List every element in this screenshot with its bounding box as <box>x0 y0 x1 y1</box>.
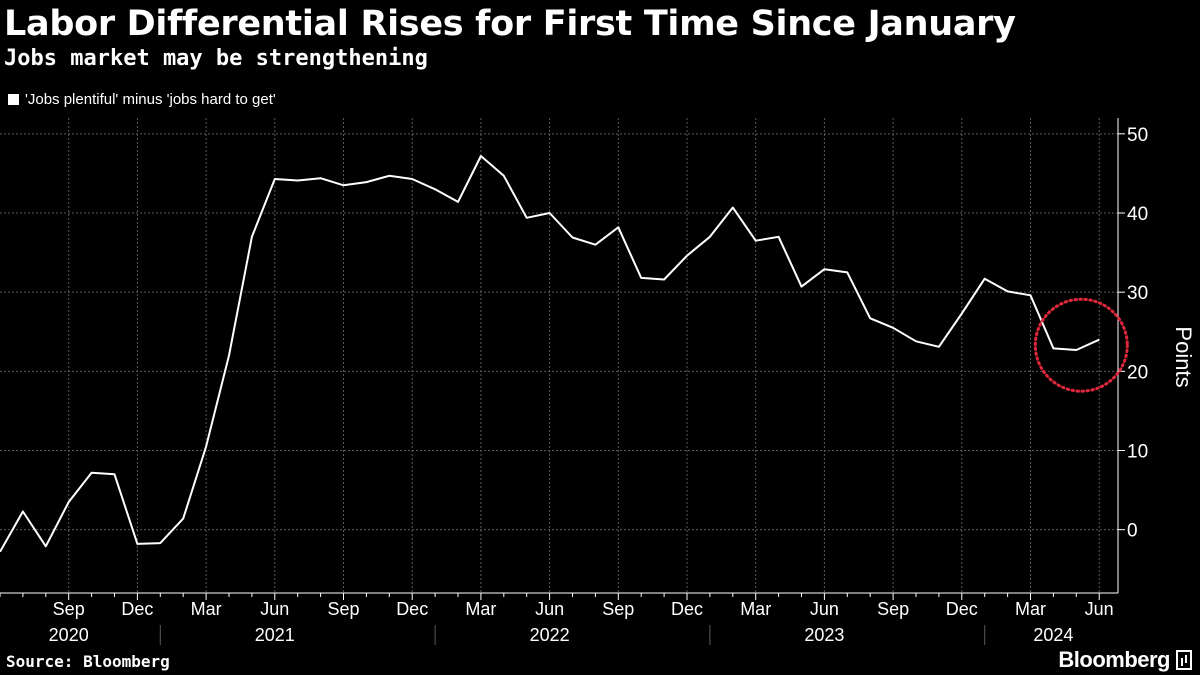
legend-swatch <box>8 94 19 105</box>
year-label: 2020 <box>49 625 89 645</box>
x-tick-label: Sep <box>327 599 359 619</box>
x-tick-label: Mar <box>740 599 771 619</box>
x-tick-label: Sep <box>602 599 634 619</box>
y-axis-title: Points <box>1171 326 1196 387</box>
y-tick-label: 40 <box>1127 204 1148 225</box>
y-tick-label: 30 <box>1127 283 1148 304</box>
y-tick-label: 10 <box>1127 442 1148 463</box>
x-tick-label: Dec <box>396 599 428 619</box>
bloomberg-terminal-icon <box>1176 650 1192 670</box>
x-tick-label: Mar <box>465 599 496 619</box>
year-label: 2023 <box>804 625 844 645</box>
y-tick-label: 20 <box>1127 362 1148 383</box>
x-tick-label: Jun <box>810 599 839 619</box>
x-tick-label: Mar <box>1015 599 1046 619</box>
x-tick-label: Dec <box>671 599 703 619</box>
chart-subtitle: Jobs market may be strengthening <box>4 46 428 71</box>
year-label: 2022 <box>530 625 570 645</box>
x-tick-label: Mar <box>191 599 222 619</box>
highlight-circle <box>1033 297 1129 393</box>
chart-title: Labor Differential Rises for First Time … <box>4 4 1016 44</box>
x-tick-label: Jun <box>260 599 289 619</box>
x-tick-label: Dec <box>946 599 978 619</box>
source-note: Source: Bloomberg <box>6 652 170 671</box>
x-tick-label: Sep <box>877 599 909 619</box>
series-line <box>0 155 1100 553</box>
x-tick-label: Jun <box>535 599 564 619</box>
x-tick-label: Dec <box>121 599 153 619</box>
y-tick-label: 0 <box>1127 521 1138 542</box>
x-tick-label: Jun <box>1085 599 1114 619</box>
year-label: 2024 <box>1033 625 1073 645</box>
legend: 'Jobs plentiful' minus 'jobs hard to get… <box>8 91 276 108</box>
brand-logo: Bloomberg <box>1058 647 1192 673</box>
x-tick-label: Sep <box>53 599 85 619</box>
brand-name: Bloomberg <box>1058 647 1170 672</box>
legend-label: 'Jobs plentiful' minus 'jobs hard to get… <box>25 91 276 108</box>
year-label: 2021 <box>255 625 295 645</box>
y-tick-label: 50 <box>1127 125 1148 146</box>
